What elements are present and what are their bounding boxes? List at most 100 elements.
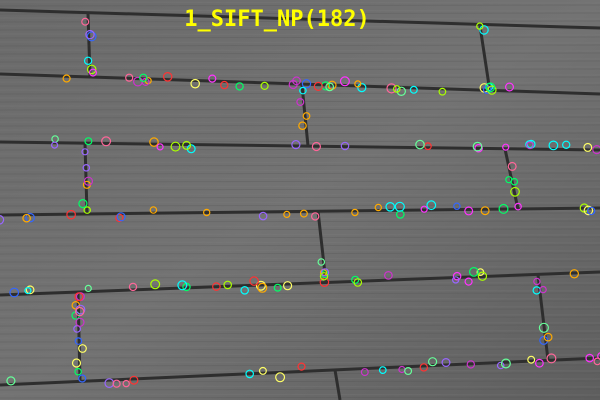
- keypoint: [597, 352, 600, 360]
- keypoint: [351, 208, 359, 217]
- keypoint: [84, 137, 93, 146]
- keypoint: [569, 269, 580, 279]
- keypoint: [24, 287, 32, 295]
- keypoint: [313, 81, 323, 92]
- keypoint: [533, 277, 541, 286]
- keypoint: [353, 278, 363, 287]
- keypoint: [258, 211, 268, 221]
- keypoint: [464, 277, 473, 286]
- keypoint: [116, 212, 126, 222]
- keypoint: [593, 357, 600, 366]
- keypoint: [385, 202, 395, 212]
- keypoint: [149, 206, 158, 214]
- keypoint: [74, 306, 85, 317]
- keypoint: [351, 275, 360, 284]
- keypoint: [25, 285, 35, 295]
- keypoint: [75, 317, 85, 327]
- keypoint: [202, 208, 211, 217]
- keypoint: [301, 79, 312, 89]
- keypoint: [317, 258, 326, 266]
- keypoint: [498, 203, 509, 214]
- keypoint: [419, 363, 428, 372]
- keypoint: [22, 213, 31, 223]
- keypoint: [78, 344, 87, 353]
- keypoint: [208, 74, 217, 83]
- keypoint: [360, 368, 369, 377]
- keypoint: [320, 268, 330, 277]
- keypoint: [428, 357, 438, 367]
- keypoint: [452, 276, 460, 284]
- keypoint: [502, 143, 510, 151]
- keypoint: [392, 85, 401, 93]
- keypoint: [245, 369, 255, 379]
- keypoint: [85, 29, 95, 40]
- keypoint: [81, 148, 89, 156]
- keypoint: [396, 86, 406, 97]
- keypoint: [505, 82, 515, 92]
- keypoint: [340, 141, 350, 151]
- keypoint: [83, 56, 93, 66]
- keypoint: [288, 79, 298, 90]
- keypoint: [83, 206, 92, 214]
- keypoint: [514, 202, 522, 211]
- keypoint: [74, 292, 84, 302]
- keypoint: [212, 282, 221, 291]
- keypoint: [177, 280, 188, 291]
- keypoint: [562, 140, 571, 149]
- keypoint: [452, 271, 462, 281]
- keypoint: [311, 141, 321, 152]
- keypoint: [129, 375, 139, 385]
- keypoint: [453, 202, 461, 210]
- keypoint: [78, 374, 87, 383]
- keypoint: [384, 271, 393, 280]
- keypoint: [409, 85, 418, 94]
- keypoint: [469, 267, 479, 277]
- keypoint: [122, 379, 130, 388]
- keypoint: [583, 142, 593, 152]
- keypoint: [260, 81, 269, 91]
- keypoint: [378, 366, 387, 375]
- keypoint: [299, 209, 308, 218]
- keypoint: [327, 80, 337, 90]
- keypoint: [150, 279, 161, 290]
- keypoint: [587, 206, 596, 216]
- keypoint: [480, 206, 490, 216]
- keypoint: [479, 25, 489, 35]
- keypoint: [273, 283, 282, 292]
- keypoint: [101, 136, 112, 147]
- keypoint: [190, 78, 200, 89]
- keypoint: [74, 367, 82, 376]
- keypoint: [298, 121, 307, 131]
- keypoint: [386, 83, 397, 94]
- keypoint: [357, 82, 367, 93]
- keypoint: [162, 72, 173, 82]
- keypoint: [583, 205, 594, 216]
- keypoint: [291, 140, 301, 150]
- keypoint: [83, 176, 94, 186]
- keypoint: [223, 280, 233, 290]
- keypoint: [535, 358, 544, 368]
- keypoint: [394, 201, 405, 212]
- keypoint: [296, 97, 305, 106]
- keypoint: [507, 161, 517, 171]
- keypoint: [283, 281, 293, 291]
- keypoint: [482, 85, 492, 95]
- keypoint: [6, 376, 16, 386]
- keypoint: [0, 215, 5, 225]
- keypoint: [496, 361, 505, 370]
- keypoint: [220, 80, 229, 90]
- keypoint: [426, 200, 437, 211]
- keypoint: [235, 82, 244, 91]
- keypoint: [275, 372, 286, 383]
- keypoint: [86, 31, 97, 42]
- keypoint: [420, 205, 428, 213]
- keypoint: [543, 332, 553, 342]
- keypoint: [50, 141, 59, 149]
- keypoint: [86, 64, 97, 75]
- keypoint: [474, 143, 483, 153]
- keypoint: [311, 212, 320, 221]
- keypoint: [156, 143, 164, 151]
- keypoint: [302, 112, 311, 120]
